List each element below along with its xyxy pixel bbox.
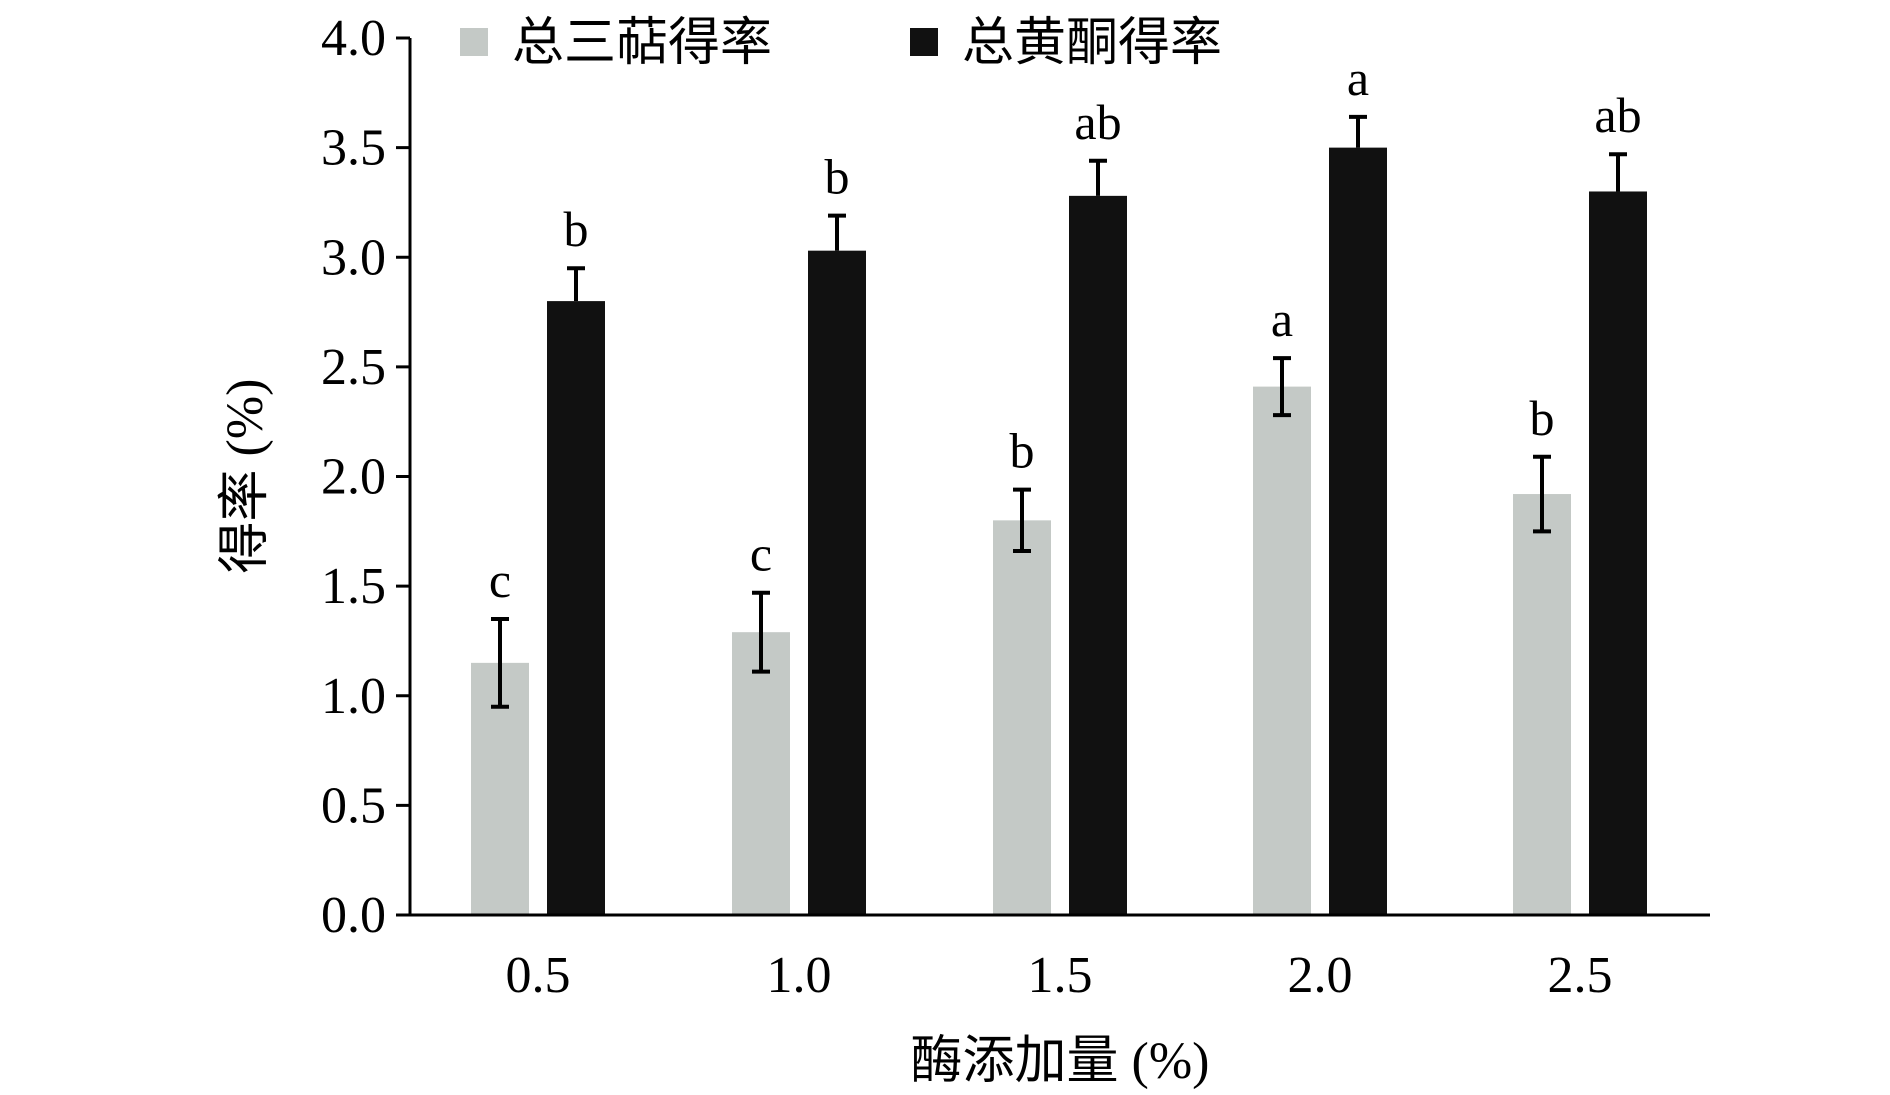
bar-series-1 xyxy=(993,520,1051,915)
y-tick-label: 0.0 xyxy=(321,887,386,944)
legend-swatch-1 xyxy=(460,28,488,56)
bar-series-2 xyxy=(1329,147,1387,915)
legend-label: 总黄酮得率 xyxy=(962,15,1222,72)
y-tick-label: 2.5 xyxy=(321,339,386,396)
significance-label: a xyxy=(1347,50,1369,106)
x-tick-label: 1.5 xyxy=(1028,947,1093,1004)
significance-label: ab xyxy=(1594,87,1641,143)
bars-layer xyxy=(471,147,1647,916)
y-axis-title: 得率 (%) xyxy=(217,379,274,574)
bar-series-2 xyxy=(1589,191,1647,916)
bar-series-1 xyxy=(732,632,790,915)
y-tick-label: 1.5 xyxy=(321,558,386,615)
significance-label: c xyxy=(489,552,511,608)
ticks-layer: 0.0 0.5 1.0 1.5 2.0 2.5 3.0 3.5 4.0 0.5 1.0 1.5 2.0 2… xyxy=(321,10,1613,1004)
x-tick-label: 2.0 xyxy=(1288,947,1353,1004)
significance-label: b xyxy=(564,201,589,257)
legend-swatch-2 xyxy=(910,28,938,56)
x-axis-title: 酶添加量 (%) xyxy=(911,1033,1210,1090)
significance-label: ab xyxy=(1074,94,1121,150)
y-tick-label: 0.5 xyxy=(321,777,386,834)
y-tick-label: 3.0 xyxy=(321,229,386,286)
bar-series-2 xyxy=(547,301,605,916)
error-bars-layer xyxy=(491,114,1627,709)
significance-label: b xyxy=(825,149,850,205)
legend: 总三萜得率 总黄酮得率 xyxy=(460,15,1222,72)
legend-label: 总三萜得率 xyxy=(512,15,772,72)
bar-series-2 xyxy=(808,250,866,916)
bar-series-2 xyxy=(1069,195,1127,916)
significance-label: b xyxy=(1010,423,1035,479)
x-tick-label: 1.0 xyxy=(767,947,832,1004)
bar-series-1 xyxy=(1253,386,1311,915)
y-tick-label: 1.0 xyxy=(321,668,386,725)
significance-label: a xyxy=(1271,291,1293,347)
x-tick-label: 2.5 xyxy=(1548,947,1613,1004)
y-tick-label: 3.5 xyxy=(321,120,386,177)
y-tick-label: 2.0 xyxy=(321,449,386,506)
y-tick-label: 4.0 xyxy=(321,10,386,67)
significance-label: c xyxy=(750,526,772,582)
significance-label: b xyxy=(1530,390,1555,446)
bar-series-1 xyxy=(1513,494,1571,915)
x-tick-label: 0.5 xyxy=(506,947,571,1004)
